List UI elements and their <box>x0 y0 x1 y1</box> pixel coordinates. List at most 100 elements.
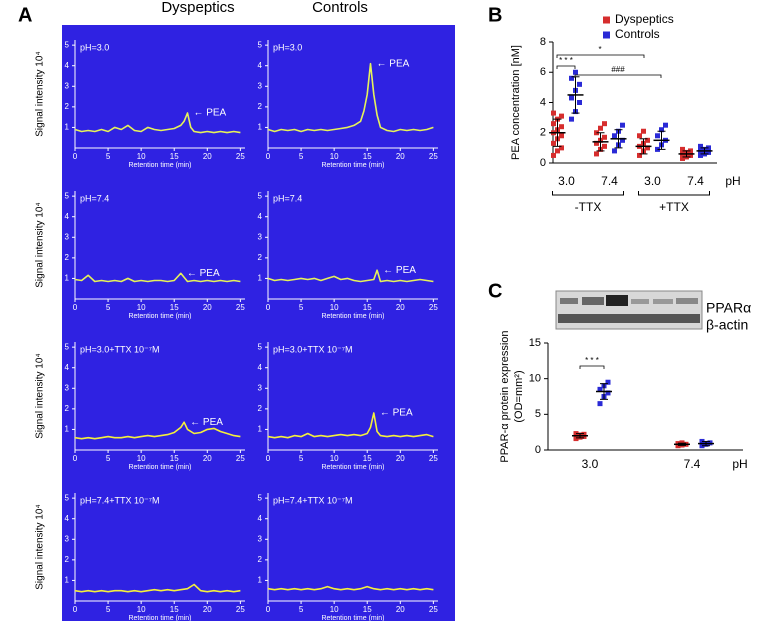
y-axis-label: PEA concentration [nM] <box>510 45 522 160</box>
y-axis-label: Signal intensity 10⁴ <box>35 202 46 287</box>
data-point <box>680 146 685 152</box>
y-tick-label: 2 <box>258 404 263 413</box>
trace <box>74 583 241 593</box>
x-tick-label: 25 <box>236 454 245 463</box>
significance-label: * <box>598 45 601 54</box>
data-point <box>602 143 607 149</box>
legend-label: Dyspeptics <box>615 12 674 26</box>
y-tick-label: 4 <box>65 363 70 372</box>
data-point <box>602 121 607 127</box>
group-label: +TTX <box>659 200 689 214</box>
y-tick-label: 4 <box>65 61 70 70</box>
blot-frame <box>555 290 703 330</box>
x-tick-label: 5 <box>299 454 304 463</box>
y-tick-label: 10 <box>529 373 541 385</box>
y-tick-label: 0 <box>540 157 546 169</box>
y-tick-label: 6 <box>540 66 546 78</box>
y-tick-label: 3 <box>65 383 70 392</box>
data-point <box>706 149 711 155</box>
y-tick-label: 1 <box>258 576 263 585</box>
y-tick-label: 3 <box>258 383 263 392</box>
data-point <box>663 122 668 128</box>
x-axis-label: Retention time (min) <box>321 464 384 471</box>
data-point <box>612 148 617 154</box>
x-tick-label: 10 <box>137 152 146 161</box>
y-tick-label: 3 <box>258 81 263 90</box>
data-point <box>645 145 650 151</box>
y-tick-label: 3 <box>65 232 70 241</box>
x-tick-label: 0 <box>73 303 78 312</box>
x-tick-label: 3.0 <box>558 174 575 188</box>
y-tick-label: 5 <box>258 493 263 502</box>
data-point <box>581 431 587 437</box>
x-tick-label: 10 <box>330 303 339 312</box>
data-point <box>641 128 646 134</box>
x-axis-label: pH <box>732 457 747 471</box>
trace-title: pH=7.4+TTX 10⁻⁷M <box>80 495 160 505</box>
x-axis-label: Retention time (min) <box>321 615 384 621</box>
y-axis-label: Signal intensity 10⁴ <box>35 51 46 136</box>
blot-label: β-actin <box>706 317 748 333</box>
y-tick-label: 1 <box>258 123 263 132</box>
y-tick-label: 4 <box>258 212 263 221</box>
data-point <box>612 133 617 139</box>
data-point <box>569 75 574 81</box>
y-tick-label: 5 <box>258 40 263 49</box>
x-tick-label: 5 <box>299 152 304 161</box>
trace <box>267 62 434 133</box>
x-axis-label: Retention time (min) <box>128 313 191 320</box>
legend-swatch <box>603 16 610 24</box>
x-tick-label: 10 <box>330 605 339 614</box>
significance-bracket <box>579 365 605 369</box>
blot-band <box>631 299 649 304</box>
data-point <box>559 133 564 139</box>
western-blot <box>555 290 703 330</box>
y-tick-label: 0 <box>535 444 541 456</box>
x-tick-label: 15 <box>170 454 179 463</box>
x-tick-label: 20 <box>203 454 212 463</box>
y-tick-label: 4 <box>258 514 263 523</box>
data-point <box>605 379 611 385</box>
x-tick-label: 10 <box>137 605 146 614</box>
x-tick-label: 25 <box>429 303 438 312</box>
significance-label: * * * <box>559 56 573 65</box>
data-point <box>573 69 578 75</box>
data-point <box>605 390 611 396</box>
peak-annotation: ← PEA <box>377 58 410 69</box>
trace-title: pH=3.0 <box>273 42 302 52</box>
x-axis-label: Retention time (min) <box>128 615 191 621</box>
x-tick-label: 25 <box>429 454 438 463</box>
trace-title: pH=3.0+TTX 10⁻⁷M <box>273 344 353 354</box>
y-axis-label: PPAR-α protein expression <box>499 330 511 462</box>
data-point <box>559 145 564 151</box>
y-tick-label: 4 <box>540 96 546 108</box>
data-point <box>597 386 603 392</box>
y-tick-label: 4 <box>65 514 70 523</box>
x-tick-label: 15 <box>363 454 372 463</box>
data-point <box>573 436 579 442</box>
group-bracket <box>638 191 710 196</box>
peak-annotation: ← PEA <box>380 408 413 419</box>
data-point <box>551 152 556 158</box>
data-point <box>551 140 556 146</box>
x-tick-label: 20 <box>203 605 212 614</box>
panel-a-background <box>62 25 455 621</box>
data-point <box>659 127 664 133</box>
peak-annotation: ← PEA <box>190 417 223 428</box>
x-tick-label: 20 <box>396 152 405 161</box>
significance-bracket <box>556 65 576 69</box>
x-tick-label: 20 <box>203 152 212 161</box>
y-tick-label: 5 <box>65 493 70 502</box>
data-point <box>637 152 642 158</box>
data-point <box>594 140 599 146</box>
panel-label: A <box>18 4 32 26</box>
y-tick-label: 8 <box>540 36 546 48</box>
x-tick-label: 10 <box>330 152 339 161</box>
column-header: Controls <box>312 0 368 16</box>
y-tick-label: 2 <box>65 404 70 413</box>
x-tick-label: 25 <box>236 303 245 312</box>
trace-title: pH=7.4 <box>80 193 109 203</box>
y-tick-label: 5 <box>258 342 263 351</box>
